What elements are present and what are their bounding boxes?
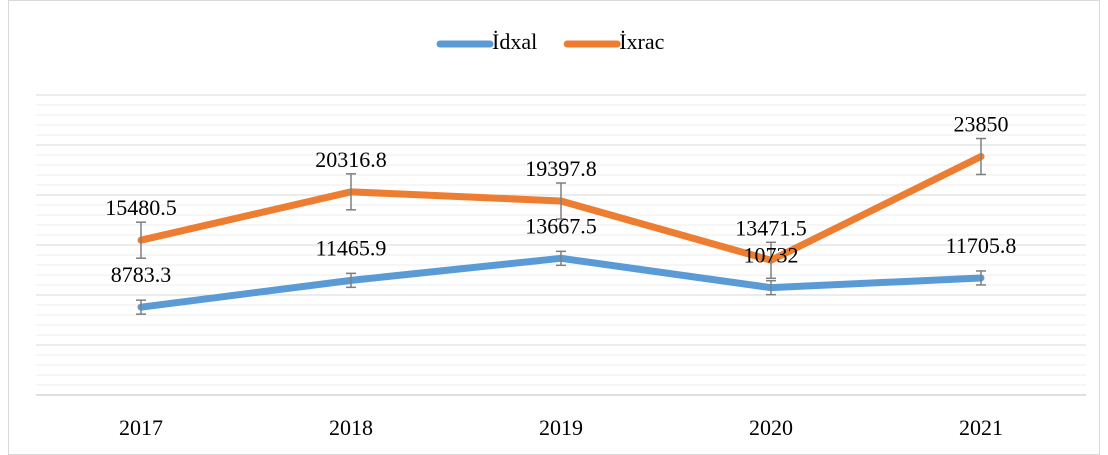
- error-bar: [976, 137, 986, 176]
- error-bar: [136, 221, 146, 259]
- error-bar: [976, 270, 986, 286]
- data-label: 20316.8: [315, 147, 387, 172]
- data-label: 23850: [954, 112, 1009, 137]
- error-bar: [556, 250, 566, 267]
- data-label: 19397.8: [525, 156, 597, 181]
- data-label: 11465.9: [316, 235, 387, 260]
- x-tick-label: 2018: [329, 415, 373, 440]
- data-label: 8783.3: [111, 262, 172, 287]
- error-bar: [766, 279, 776, 296]
- data-label: 13667.5: [525, 213, 597, 238]
- x-tick-label: 2021: [959, 415, 1003, 440]
- error-bar: [556, 182, 566, 220]
- data-label: 10732: [744, 243, 799, 268]
- data-label: 13471.5: [735, 215, 807, 240]
- error-bar: [766, 241, 776, 280]
- data-label: 11705.8: [946, 233, 1017, 258]
- legend-label: İdxal: [492, 29, 537, 54]
- error-bar: [136, 299, 146, 315]
- legend-label: İxrac: [619, 29, 664, 54]
- data-label: 15480.5: [105, 195, 177, 220]
- x-tick-label: 2017: [119, 415, 163, 440]
- error-bar: [346, 272, 356, 289]
- x-tick-label: 2020: [749, 415, 793, 440]
- x-tick-label: 2019: [539, 415, 583, 440]
- error-bar: [346, 173, 356, 211]
